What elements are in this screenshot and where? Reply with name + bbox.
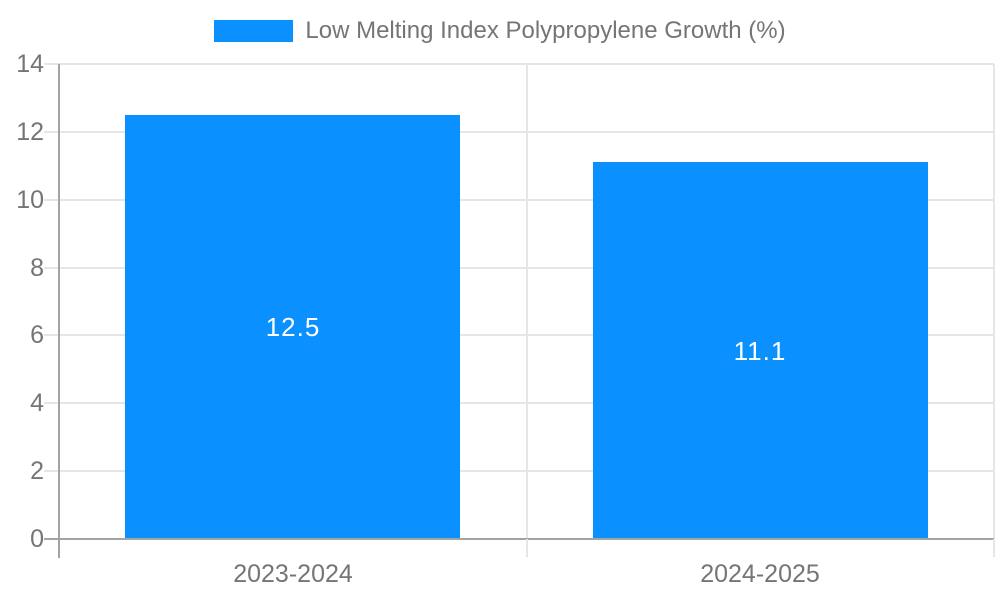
y-tick-label: 6 [30, 321, 44, 349]
x-tick-label: 2024-2025 [700, 560, 820, 588]
x-tick-mark [526, 539, 528, 557]
y-tick-label: 14 [16, 50, 44, 78]
x-axis-baseline [44, 538, 994, 540]
gridline [44, 334, 994, 336]
gridline [44, 199, 994, 201]
y-tick-label: 12 [16, 118, 44, 146]
gridline [44, 267, 994, 269]
bar[interactable] [593, 162, 928, 539]
y-tick-label: 8 [30, 254, 44, 282]
bar-value-label: 11.1 [733, 336, 787, 366]
legend-swatch [214, 20, 294, 42]
legend-label: Low Melting Index Polypropylene Growth (… [305, 17, 786, 44]
gridline [44, 470, 994, 472]
y-tick-label: 4 [30, 389, 44, 417]
category-separator [526, 64, 528, 539]
x-tick-label: 2023-2024 [233, 560, 353, 588]
x-tick-mark [993, 539, 995, 557]
bar[interactable] [125, 115, 460, 539]
legend[interactable]: Low Melting Index Polypropylene Growth (… [0, 16, 1000, 46]
gridline [44, 131, 994, 133]
bar-value-label: 12.5 [265, 312, 321, 342]
gridline [44, 402, 994, 404]
category-separator [993, 64, 995, 539]
y-tick-label: 2 [30, 457, 44, 485]
gridline [44, 63, 994, 65]
y-tick-label: 10 [16, 186, 44, 214]
y-axis-line [58, 64, 60, 558]
y-tick-label: 0 [30, 525, 44, 553]
